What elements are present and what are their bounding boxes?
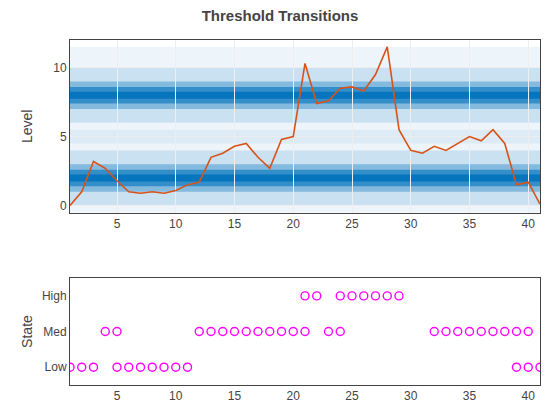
svg-text:5: 5 [114, 217, 121, 231]
svg-text:15: 15 [228, 217, 242, 231]
svg-text:20: 20 [287, 217, 301, 231]
svg-text:State: State [19, 315, 35, 348]
svg-text:5: 5 [114, 389, 121, 403]
svg-text:Med: Med [43, 325, 66, 339]
svg-text:10: 10 [169, 217, 183, 231]
svg-text:5: 5 [60, 130, 67, 144]
svg-text:20: 20 [287, 389, 301, 403]
svg-text:30: 30 [404, 389, 418, 403]
svg-text:Threshold Transitions: Threshold Transitions [202, 7, 359, 24]
svg-text:10: 10 [53, 61, 67, 75]
svg-text:35: 35 [463, 217, 477, 231]
svg-text:25: 25 [345, 217, 359, 231]
svg-text:30: 30 [404, 217, 418, 231]
svg-text:25: 25 [345, 389, 359, 403]
svg-text:High: High [42, 289, 67, 303]
svg-text:35: 35 [463, 389, 477, 403]
svg-text:40: 40 [522, 217, 536, 231]
svg-text:15: 15 [228, 389, 242, 403]
svg-text:0: 0 [60, 199, 67, 213]
svg-text:Level: Level [19, 110, 35, 143]
svg-text:10: 10 [169, 389, 183, 403]
svg-text:40: 40 [522, 389, 536, 403]
svg-text:Low: Low [45, 360, 67, 374]
